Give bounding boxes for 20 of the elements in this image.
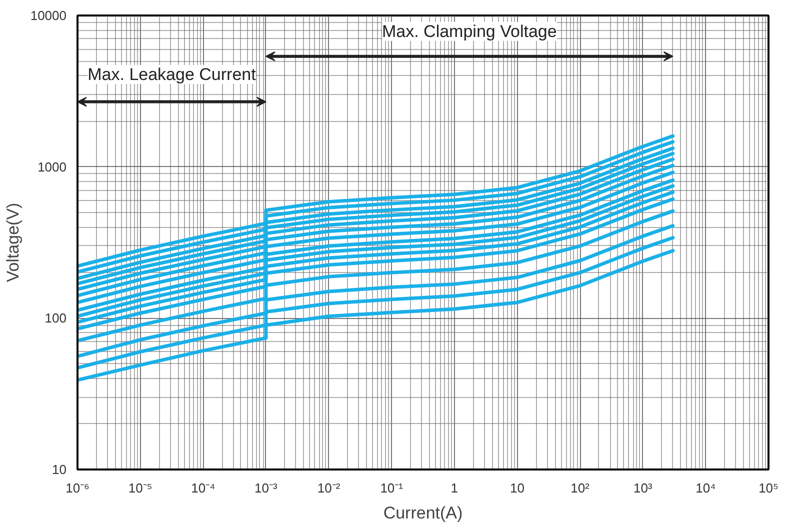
- x-tick-label: 1: [450, 480, 458, 496]
- x-tick-label: 10⁻¹: [380, 480, 404, 496]
- y-tick-label: 10000: [30, 8, 67, 23]
- y-tick-label: 1000: [38, 159, 66, 174]
- x-tick-label: 10⁻⁶: [66, 480, 90, 496]
- x-tick-label: 10⁻²: [317, 480, 341, 496]
- y-axis-title: Voltage(V): [3, 202, 22, 282]
- x-axis-title: Current(A): [383, 504, 463, 522]
- x-tick-label: 10⁻⁴: [191, 480, 216, 496]
- x-tick-label: 10²: [570, 480, 590, 496]
- x-tick-label: 10⁵: [758, 480, 778, 496]
- x-tick-label: 10⁻⁵: [128, 480, 152, 496]
- x-tick-label: 10: [510, 480, 524, 496]
- annotation: Max. Clamping Voltage: [382, 22, 557, 41]
- y-tick-label: 100: [44, 310, 67, 326]
- annotation: Max. Leakage Current: [88, 65, 256, 84]
- x-tick-label: 10⁴: [696, 480, 716, 496]
- x-tick-label: 10⁻³: [254, 480, 278, 496]
- y-tick-label: 10: [52, 462, 67, 477]
- x-tick-label: 10³: [633, 480, 653, 496]
